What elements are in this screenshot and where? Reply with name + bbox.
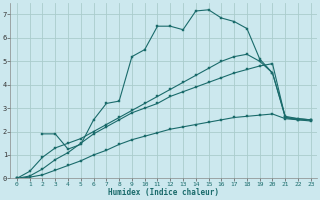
X-axis label: Humidex (Indice chaleur): Humidex (Indice chaleur) bbox=[108, 188, 220, 197]
